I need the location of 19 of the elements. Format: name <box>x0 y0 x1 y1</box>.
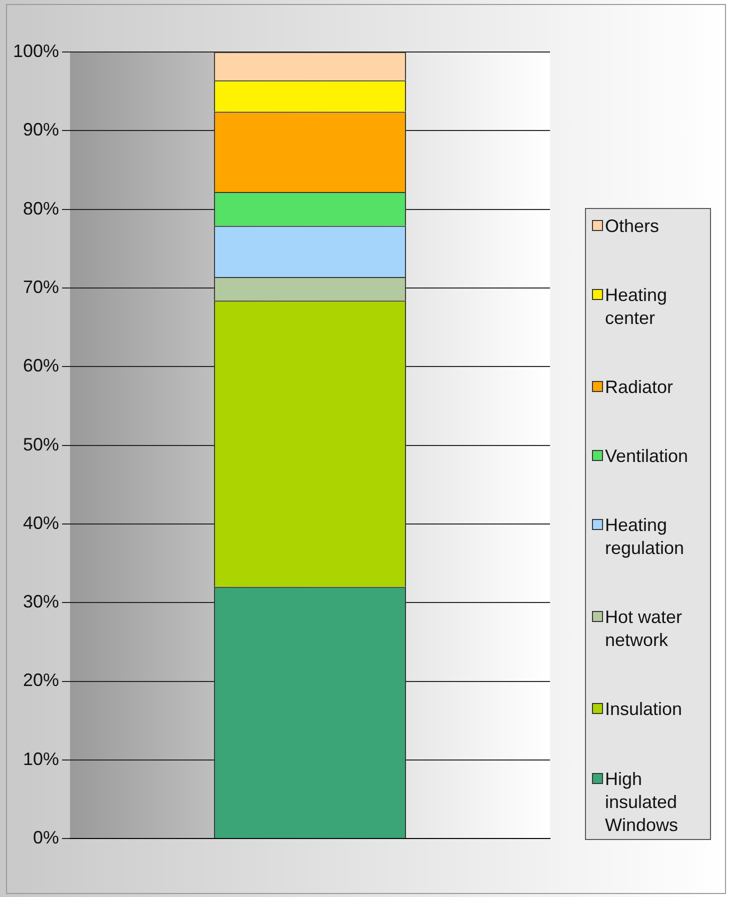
y-tick-label: 50% <box>23 434 60 454</box>
legend-label: Ventilation <box>605 445 688 468</box>
y-tick-label: 100% <box>12 40 60 61</box>
y-tick-label: 80% <box>23 198 60 218</box>
legend-label: Hot water network <box>605 606 684 652</box>
y-tick-label: 70% <box>23 276 60 297</box>
legend-label: Heating center <box>605 284 668 330</box>
y-tick-label: 90% <box>23 120 60 140</box>
y-tick-label: 40% <box>23 512 60 533</box>
legend-label: Radiator <box>605 376 674 400</box>
y-tick-label: 10% <box>23 748 60 769</box>
legend-label: Others <box>605 215 660 238</box>
text: Insulation <box>605 698 682 722</box>
legend-label: Heating regulation <box>605 514 686 560</box>
legend-label: High insulated Windows <box>605 768 680 837</box>
y-tick-label: 60% <box>23 356 60 376</box>
y-tick-label: 20% <box>23 670 60 690</box>
y-tick-label: 30% <box>23 592 60 612</box>
y-tick-label: 0% <box>33 828 60 848</box>
